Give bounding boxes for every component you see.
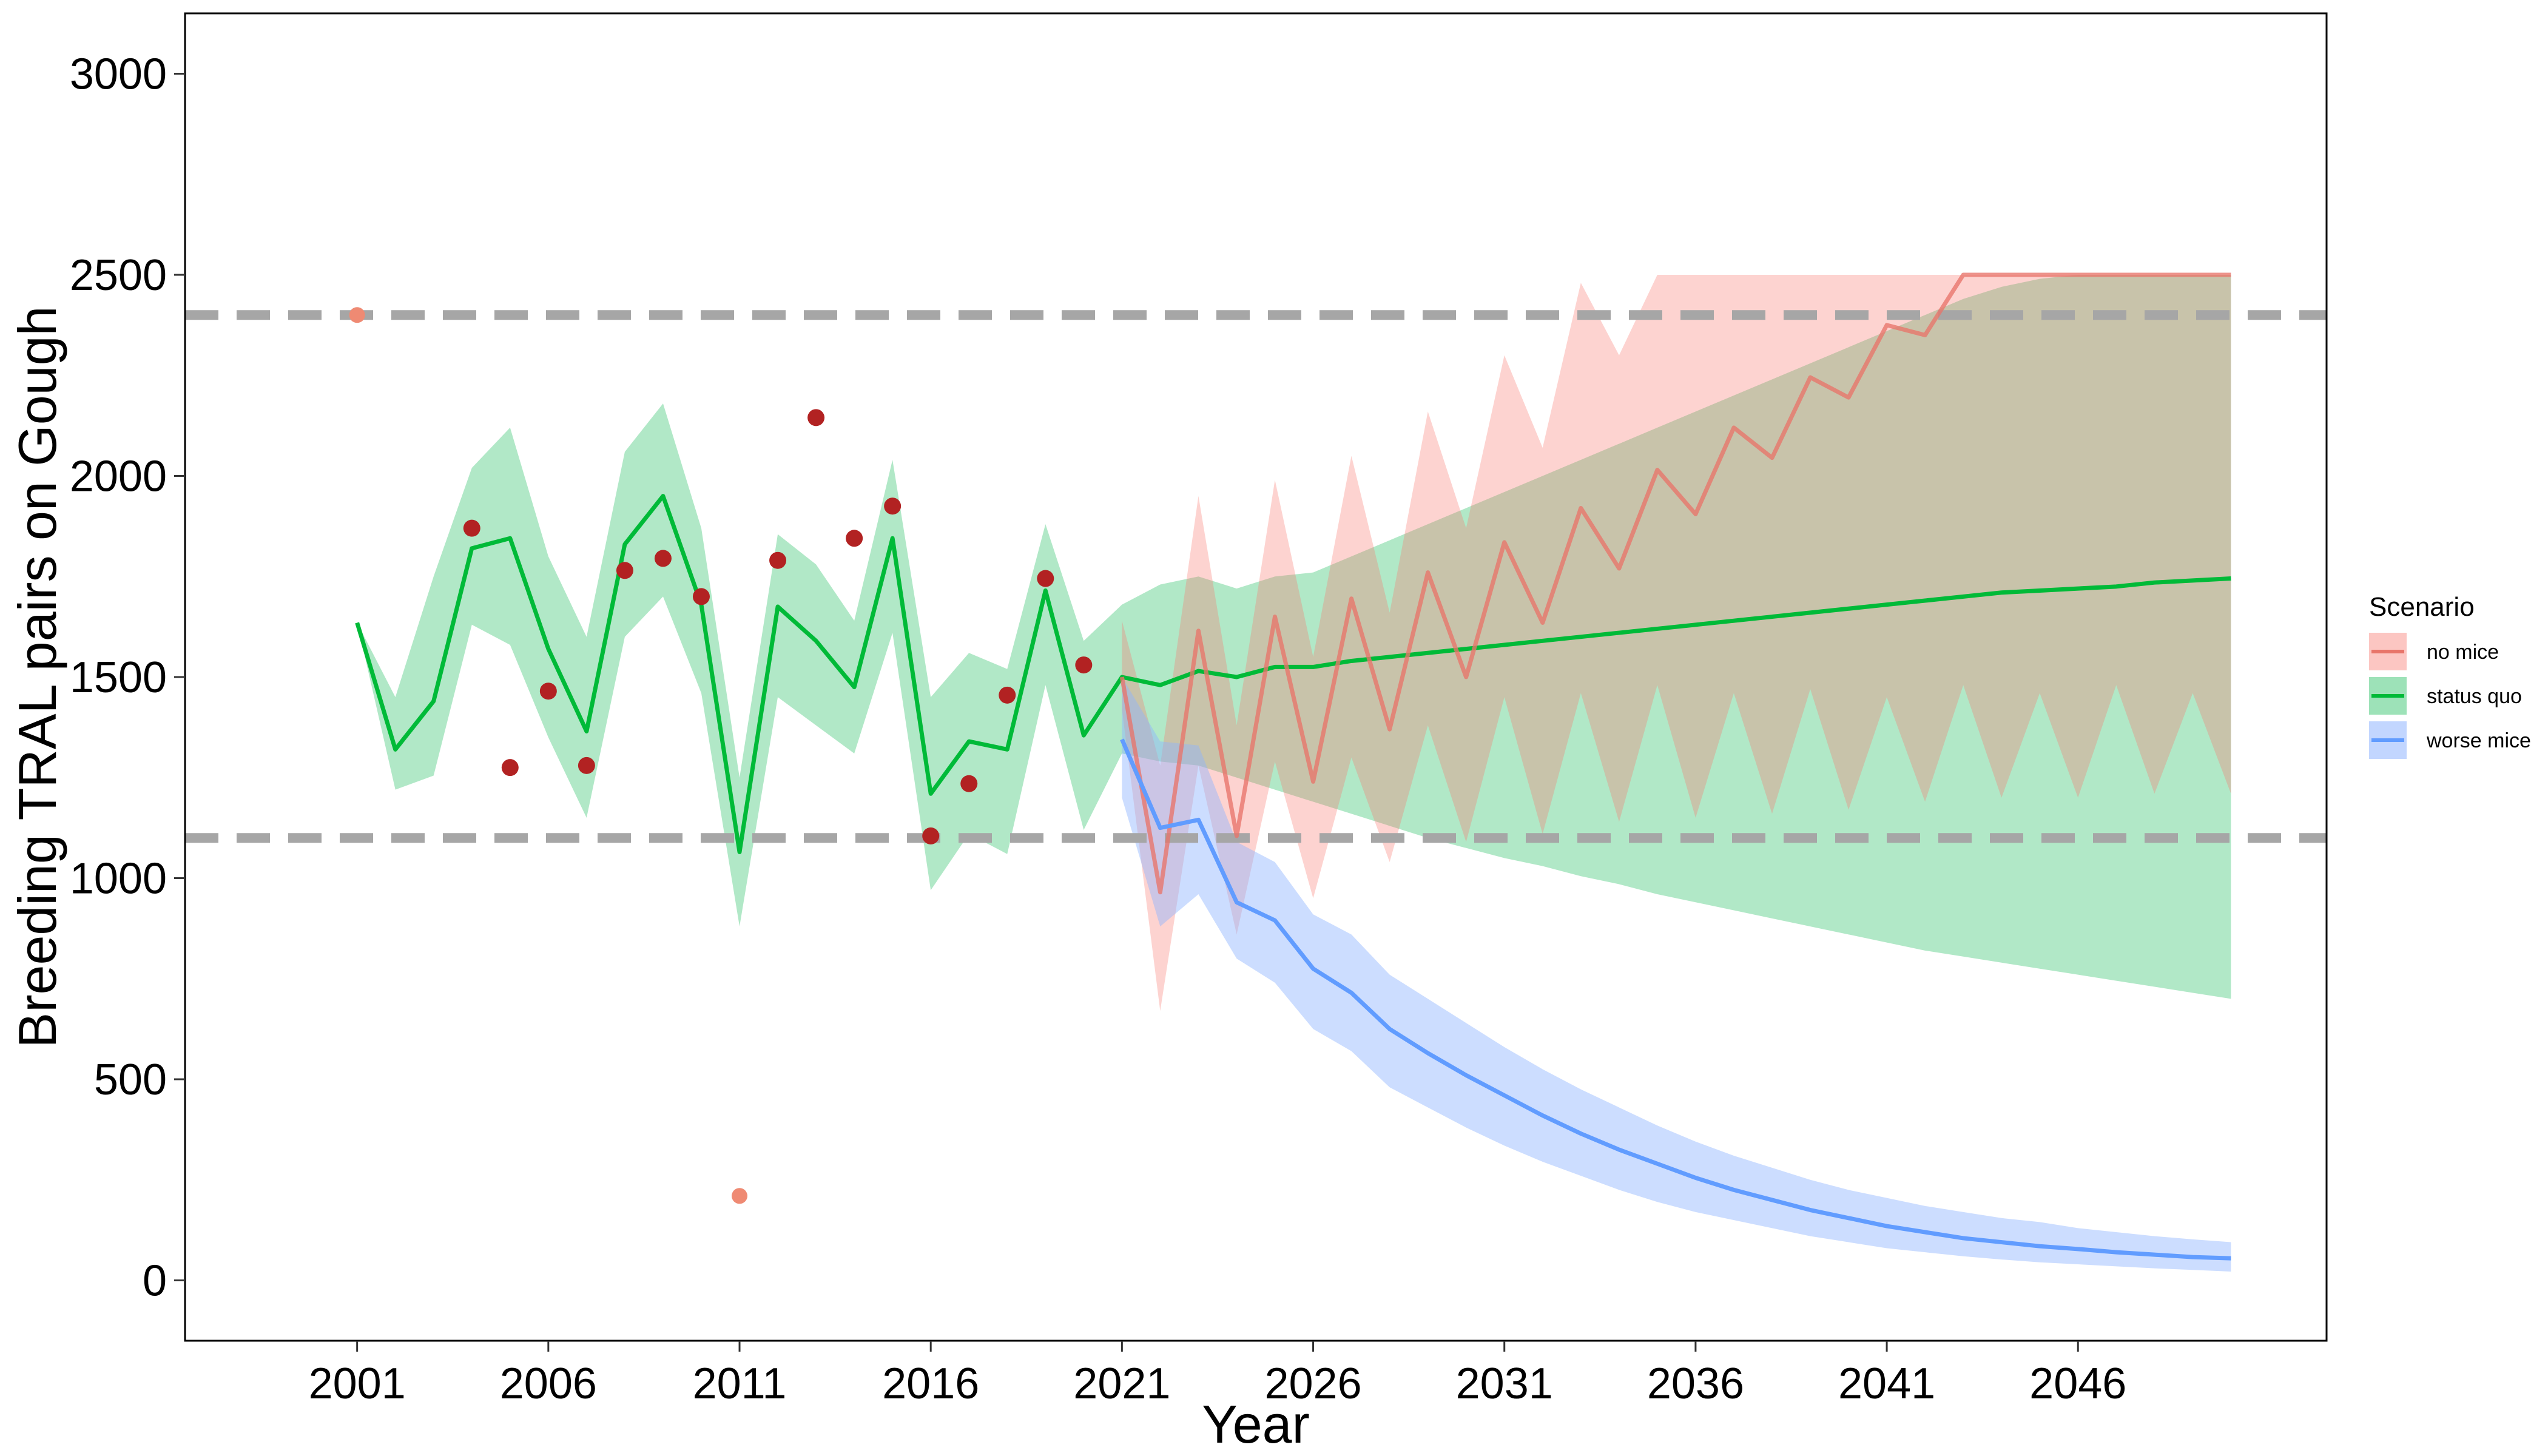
x-tick-label: 2016 (882, 1360, 979, 1408)
observed-point (922, 827, 940, 844)
x-axis: 2001 2006 2011 2016 2021 2026 2031 2036 2041 2046 (309, 1341, 2126, 1408)
threshold-lines (185, 310, 2327, 843)
observed-point (960, 775, 978, 792)
observed-point (999, 686, 1016, 704)
y-tick-label: 500 (94, 1056, 167, 1104)
band-status-quo (357, 274, 2231, 999)
observed-point (539, 682, 557, 700)
x-tick-label: 2046 (2029, 1360, 2126, 1408)
observed-point (654, 550, 672, 567)
x-tick-label: 2006 (500, 1360, 597, 1408)
y-tick-label: 2500 (70, 251, 167, 300)
legend-title: Scenario (2369, 592, 2475, 622)
x-tick-label: 2026 (1264, 1360, 1361, 1408)
legend: Scenario no mice status quo worse mice (2369, 592, 2531, 759)
observed-points (349, 307, 1093, 1204)
observed-point (463, 519, 480, 537)
confidence-bands (357, 274, 2231, 1272)
x-tick-label: 2011 (693, 1360, 787, 1408)
x-tick-label: 2041 (1838, 1360, 1935, 1408)
observed-point (501, 759, 519, 777)
legend-label-no-mice: no mice (2427, 641, 2499, 664)
band-no-mice (1122, 274, 2231, 1011)
x-tick-label: 2021 (1073, 1360, 1170, 1408)
observed-point (769, 551, 787, 569)
x-axis-title: Year (1202, 1394, 1310, 1454)
y-tick-label: 2000 (70, 452, 167, 500)
observed-point (884, 497, 902, 515)
excluded-point (732, 1188, 748, 1204)
y-tick-label: 1000 (70, 855, 167, 903)
band-worse-mice (1122, 677, 2231, 1272)
observed-point (578, 757, 595, 774)
observed-point (1037, 570, 1054, 587)
x-tick-label: 2031 (1456, 1360, 1553, 1408)
observed-point (692, 588, 710, 605)
y-tick-label: 3000 (70, 50, 167, 98)
series-lines (355, 272, 2231, 1261)
y-axis-title: Breeding TRAL pairs on Gough (7, 306, 67, 1048)
y-tick-label: 1500 (70, 653, 167, 702)
observed-point (1075, 656, 1093, 674)
legend-label-worse-mice: worse mice (2426, 729, 2531, 752)
observed-point (807, 409, 825, 426)
y-axis: 0 500 1000 1500 2000 2500 3000 (70, 50, 185, 1306)
line-worse-mice (1120, 738, 2231, 1261)
y-tick-label: 0 (143, 1257, 167, 1306)
observed-point (846, 530, 863, 547)
line-no-mice (1119, 272, 2231, 895)
line-status-quo (355, 494, 2231, 854)
x-tick-label: 2036 (1647, 1360, 1744, 1408)
legend-label-status-quo: status quo (2427, 685, 2522, 708)
excluded-point (349, 307, 365, 323)
observed-point (616, 562, 633, 579)
x-tick-label: 2001 (309, 1360, 406, 1408)
